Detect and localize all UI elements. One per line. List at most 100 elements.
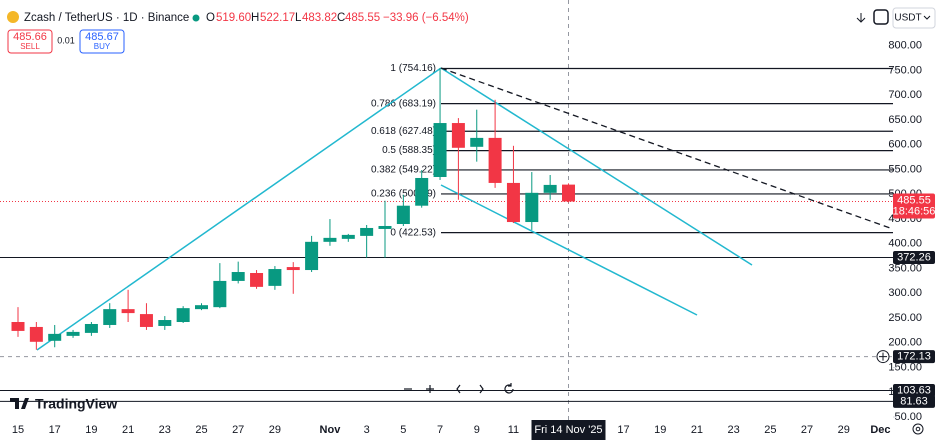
y-tick-label: 700.00 (888, 89, 922, 101)
candle-body (525, 192, 539, 223)
x-tick-label: 21 (122, 424, 134, 436)
candle-body (415, 177, 429, 206)
fib-label: 0.618 (627.48) (371, 126, 436, 137)
ohlc-change: −33.96 (−6.54%) (383, 12, 469, 24)
candle-body (268, 269, 282, 286)
download-icon[interactable] (856, 13, 866, 23)
x-tick-label: Nov (320, 424, 342, 436)
y-tick-label: 250.00 (888, 312, 922, 324)
ohlc-o-label: O (206, 12, 215, 24)
candle-body (286, 267, 300, 271)
y-tick-label: 400.00 (888, 238, 922, 250)
ohlc-h-label: H (251, 12, 259, 24)
candle-body (176, 308, 190, 323)
crosshair-price-label: 172.13 (897, 350, 931, 362)
scroll-left-icon[interactable] (456, 384, 461, 394)
currency-caret (923, 15, 931, 20)
y-tick-label: 50.00 (894, 411, 922, 423)
logo-mark (10, 398, 29, 409)
y-tick-label: 350.00 (888, 262, 922, 274)
candle-body (305, 241, 319, 271)
candle-body (66, 331, 80, 336)
crosshair-date: Fri 14 Nov '25 (534, 424, 602, 436)
price-line-label: 372.26 (897, 251, 931, 263)
candle-body (103, 309, 117, 325)
zoom-in-icon[interactable] (426, 385, 434, 393)
x-tick-label: 25 (195, 424, 207, 436)
last-price-bg (893, 193, 935, 219)
candle-body (360, 227, 374, 236)
price-axis-bg (893, 30, 940, 446)
logo-text: TradingView (35, 396, 117, 412)
x-tick-label: 23 (159, 424, 171, 436)
x-tick-label: 19 (654, 424, 666, 436)
x-tick-label: 29 (838, 424, 850, 436)
channel-line[interactable] (440, 184, 698, 316)
countdown-label: 18:46:56 (893, 205, 936, 217)
ohlc-l-label: L (295, 12, 302, 24)
x-tick-label: 15 (12, 424, 24, 436)
sell-price: 485.66 (13, 31, 47, 43)
x-tick-label: 19 (85, 424, 97, 436)
fib-label: 0.786 (683.19) (371, 98, 436, 109)
candle-body (158, 320, 172, 326)
x-tick-label: 21 (691, 424, 703, 436)
settings-icon[interactable] (912, 423, 924, 435)
candle-body (396, 205, 410, 225)
y-tick-label: 300.00 (888, 287, 922, 299)
candle-body (11, 322, 25, 331)
reset-icon[interactable] (504, 383, 514, 394)
candle-body (506, 182, 520, 223)
last-price-label: 485.55 (897, 194, 931, 206)
candle-body (213, 280, 227, 308)
channel-line[interactable] (440, 67, 753, 266)
price-line-label: 81.63 (900, 395, 928, 407)
y-tick-label: 200.00 (888, 337, 922, 349)
screen-icon[interactable] (873, 9, 889, 25)
scroll-right-icon[interactable] (479, 384, 484, 394)
candle-body (139, 314, 153, 327)
fib-label: 1 (754.16) (390, 63, 436, 74)
y-tick-label: 650.00 (888, 114, 922, 126)
x-tick-label: 9 (474, 424, 480, 436)
price-line-label-bg (893, 394, 935, 408)
candle-body (451, 123, 465, 148)
candle-body (29, 326, 43, 342)
candle-body (378, 225, 392, 229)
fib-label: 0 (422.53) (390, 227, 436, 238)
candle-body (341, 234, 355, 239)
symbol-title[interactable]: Zcash / TetherUS · 1D · Binance (24, 12, 189, 24)
x-tick-label: 25 (764, 424, 776, 436)
y-tick-label: 600.00 (888, 139, 922, 151)
y-tick-label: 150.00 (888, 361, 922, 373)
ohlc-h: 522.17 (260, 12, 295, 24)
sell-button[interactable] (7, 29, 53, 54)
x-tick-label: Dec (870, 424, 890, 436)
x-tick-label: 11 (508, 424, 519, 436)
ohlc-o: 519.60 (216, 12, 251, 24)
x-tick-label: 5 (400, 424, 406, 436)
crosshair-date-bg (531, 420, 606, 440)
y-tick-label: 750.00 (888, 64, 922, 76)
currency-button[interactable] (892, 7, 936, 29)
x-tick-label: 29 (269, 424, 281, 436)
fib-label: 0.5 (588.35) (382, 145, 436, 156)
y-tick-label: 550.00 (888, 163, 922, 175)
coin-icon (7, 11, 19, 23)
y-tick-label: 800.00 (888, 40, 922, 52)
price-line-label-bg (893, 383, 935, 397)
fib-label: 0.236 (500.79) (371, 189, 436, 200)
candle-body (488, 137, 502, 183)
candle-body (433, 123, 447, 177)
candle-body (470, 137, 484, 147)
x-tick-label: 17 (49, 424, 61, 436)
market-status (192, 14, 200, 22)
buy-button[interactable] (79, 29, 125, 54)
trend-line[interactable] (36, 67, 442, 351)
candle-body (195, 305, 208, 310)
price-line-label-bg (893, 251, 935, 265)
price-line-label: 103.63 (897, 384, 931, 396)
ohlc-c-label: C (337, 12, 345, 24)
candle-body (323, 237, 337, 242)
